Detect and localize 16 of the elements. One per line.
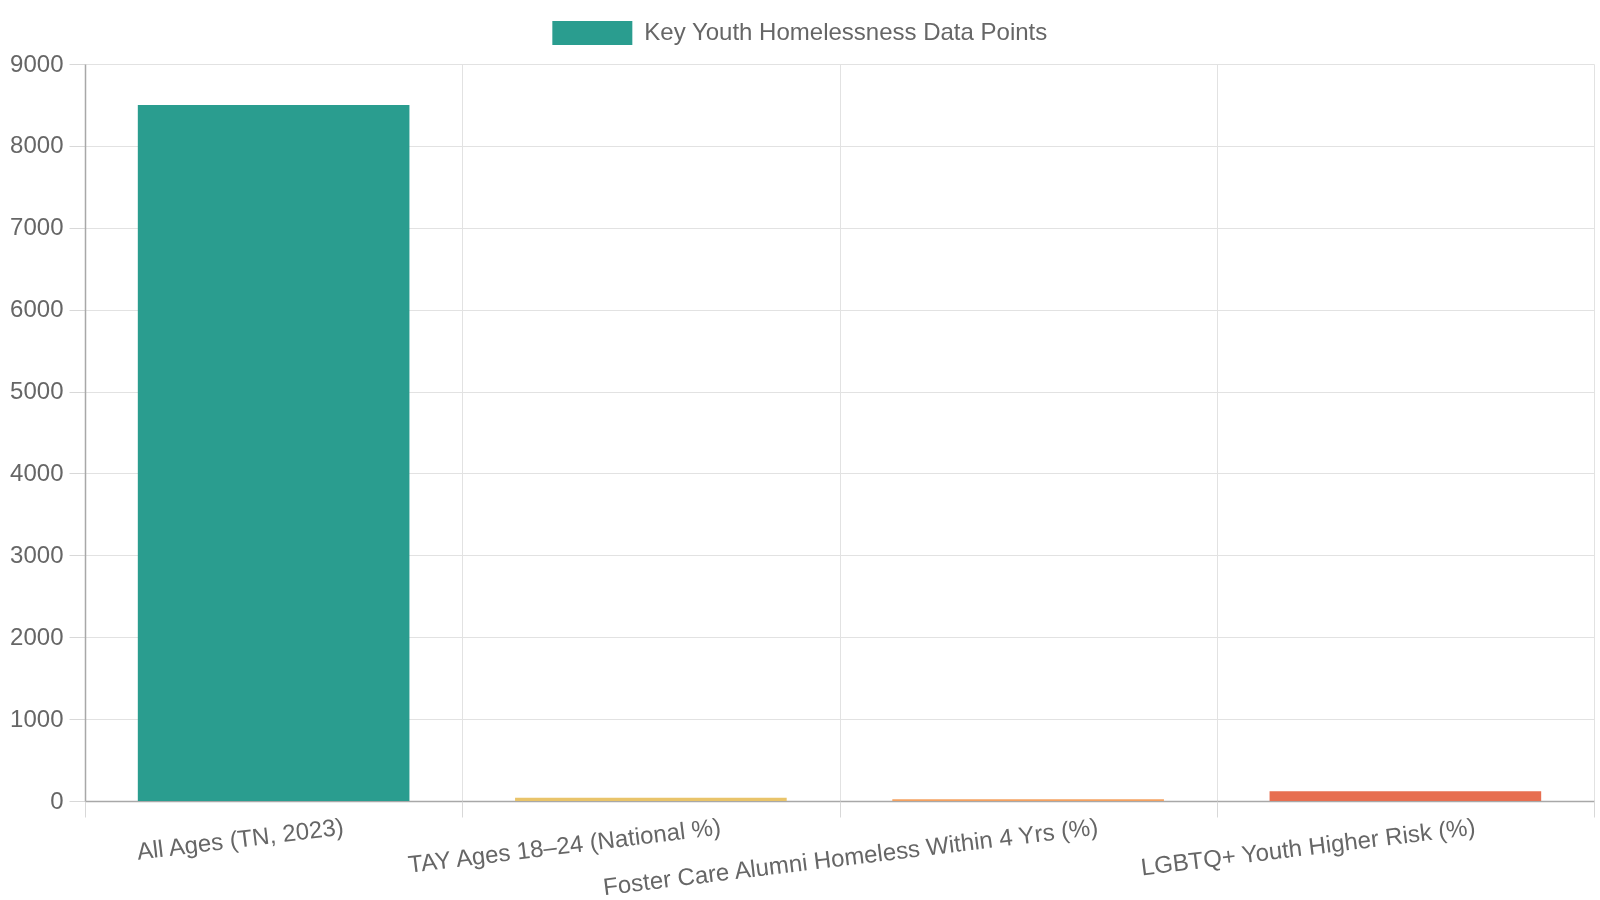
y-tick-label: 4000 — [10, 458, 64, 486]
x-tick-label: LGBTQ+ Youth Higher Risk (%) — [1139, 812, 1477, 881]
y-tick-label: 5000 — [10, 377, 64, 405]
y-tick-label: 3000 — [10, 540, 64, 568]
bar — [1269, 791, 1542, 801]
y-tick-label: 1000 — [10, 704, 64, 732]
bar — [515, 797, 787, 801]
legend-label: Key Youth Homelessness Data Points — [644, 18, 1048, 45]
y-tick-label: 8000 — [10, 131, 64, 159]
y-tick-label: 7000 — [10, 213, 64, 241]
y-tick-label: 6000 — [10, 295, 64, 323]
y-tick-label: 2000 — [10, 622, 64, 650]
x-tick-label: All Ages (TN, 2023) — [135, 812, 346, 865]
y-tick-label: 9000 — [10, 49, 64, 77]
y-tick-label: 0 — [50, 786, 64, 814]
bar — [137, 104, 410, 801]
